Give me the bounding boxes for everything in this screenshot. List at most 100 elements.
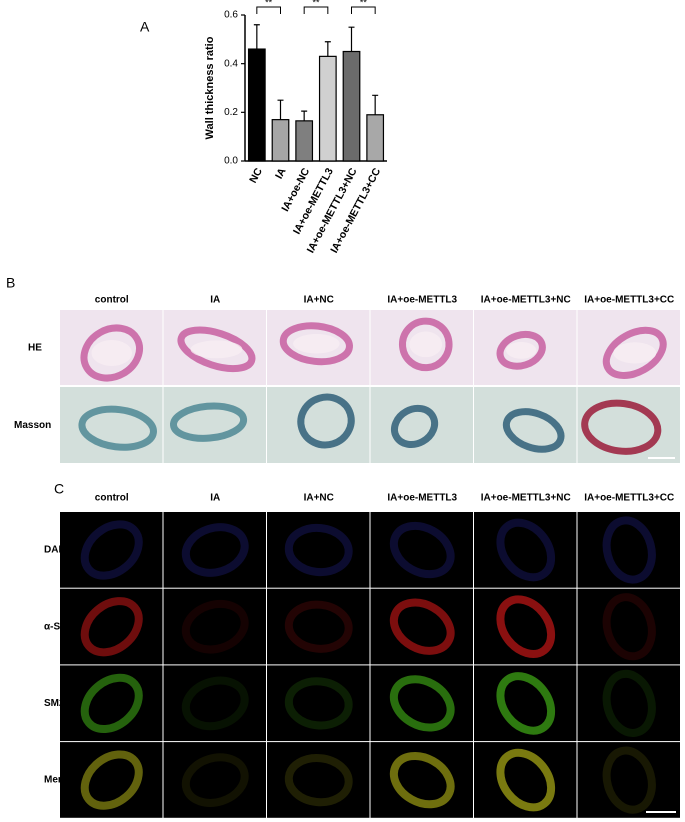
significance-label: ** xyxy=(360,0,368,7)
micrograph xyxy=(267,588,370,665)
panel-label: C xyxy=(54,481,64,497)
signal xyxy=(602,746,656,814)
bar xyxy=(366,114,385,162)
vessel-wall xyxy=(496,330,546,370)
vessel-wall xyxy=(398,317,453,372)
signal xyxy=(181,676,249,731)
column-header: IA+NC xyxy=(304,295,334,306)
lumen xyxy=(293,333,340,354)
error-bar xyxy=(277,99,284,120)
y-tick-label: 0.6 xyxy=(224,10,238,21)
error-bar xyxy=(348,26,355,52)
signal xyxy=(602,516,656,584)
micrograph xyxy=(163,665,266,742)
bar xyxy=(271,119,290,162)
signal xyxy=(389,598,455,655)
vessel-wall xyxy=(279,322,353,366)
signal xyxy=(284,600,353,653)
micrograph xyxy=(60,387,163,463)
micrograph xyxy=(163,588,266,665)
error-bar xyxy=(301,110,308,121)
x-tick-label: NC xyxy=(247,166,265,185)
signal xyxy=(496,595,556,658)
signal xyxy=(284,677,353,730)
vessel-wall xyxy=(80,324,143,382)
micrograph xyxy=(267,742,370,818)
micrograph xyxy=(577,742,680,818)
signal xyxy=(496,518,556,582)
signal xyxy=(80,750,143,810)
vessel-wall xyxy=(169,402,248,442)
vessel-wall xyxy=(390,404,439,448)
error-bar xyxy=(372,94,379,115)
bar xyxy=(318,55,337,162)
vessel-wall xyxy=(177,326,256,373)
signal xyxy=(284,523,353,577)
column-header: control xyxy=(95,493,129,504)
lumen xyxy=(506,341,537,359)
significance-bracket xyxy=(256,6,281,14)
signal xyxy=(602,593,656,661)
significance-label: ** xyxy=(265,0,273,7)
panel-label: A xyxy=(140,19,150,35)
vessel-wall xyxy=(78,405,157,451)
signal xyxy=(284,753,353,807)
micrograph xyxy=(163,742,266,818)
signal xyxy=(389,675,455,732)
row-label: DAPI xyxy=(44,545,68,556)
micrograph xyxy=(267,665,370,742)
significance-bracket xyxy=(351,6,376,14)
lumen xyxy=(91,340,133,366)
column-header: IA xyxy=(210,295,220,306)
signal xyxy=(602,669,656,737)
y-tick-label: 0.0 xyxy=(224,156,238,167)
row-label: HE xyxy=(28,343,42,354)
error-bar xyxy=(324,41,331,57)
column-header: IA+oe-METTL3+NC xyxy=(481,493,571,504)
signal xyxy=(496,672,556,735)
bar xyxy=(247,48,266,162)
row-label: Masson xyxy=(14,420,51,431)
vessel-wall xyxy=(297,393,355,449)
micrograph xyxy=(163,387,266,463)
significance-label: ** xyxy=(312,0,320,7)
y-tick-label: 0.4 xyxy=(224,58,238,69)
signal xyxy=(80,673,143,734)
micrograph xyxy=(370,387,473,463)
y-axis-label: Wall thickness ratio xyxy=(204,36,216,139)
signal xyxy=(80,597,143,657)
significance-bracket xyxy=(303,6,329,14)
column-header: IA+NC xyxy=(304,493,334,504)
y-tick-label: 0.2 xyxy=(224,107,238,118)
bar xyxy=(295,120,314,162)
vessel-wall xyxy=(581,399,662,455)
micrograph xyxy=(577,665,680,742)
signal xyxy=(181,523,249,577)
vessel-wall xyxy=(602,326,667,379)
signal xyxy=(389,521,455,579)
signal xyxy=(496,748,556,812)
row-label: α-SMA xyxy=(44,621,76,632)
signal xyxy=(181,753,249,807)
error-bar xyxy=(253,24,260,50)
column-header: IA+oe-METTL3 xyxy=(387,295,457,306)
column-header: IA+oe-METTL3 xyxy=(387,493,457,504)
lumen xyxy=(409,331,443,358)
signal xyxy=(389,751,455,809)
micrograph xyxy=(267,512,370,588)
column-header: IA xyxy=(210,493,220,504)
signal xyxy=(80,520,143,580)
lumen xyxy=(613,342,657,364)
vessel-wall xyxy=(502,408,565,453)
column-header: IA+oe-METTL3+CC xyxy=(584,493,674,504)
panel-label: B xyxy=(6,275,15,291)
lumen xyxy=(190,340,243,359)
bar xyxy=(342,50,361,162)
micrograph xyxy=(577,588,680,665)
micrograph xyxy=(474,387,577,463)
row-label: Merge xyxy=(44,775,74,786)
x-tick-label: IA xyxy=(273,166,289,181)
signal xyxy=(181,599,249,654)
column-header: IA+oe-METTL3+CC xyxy=(584,295,674,306)
